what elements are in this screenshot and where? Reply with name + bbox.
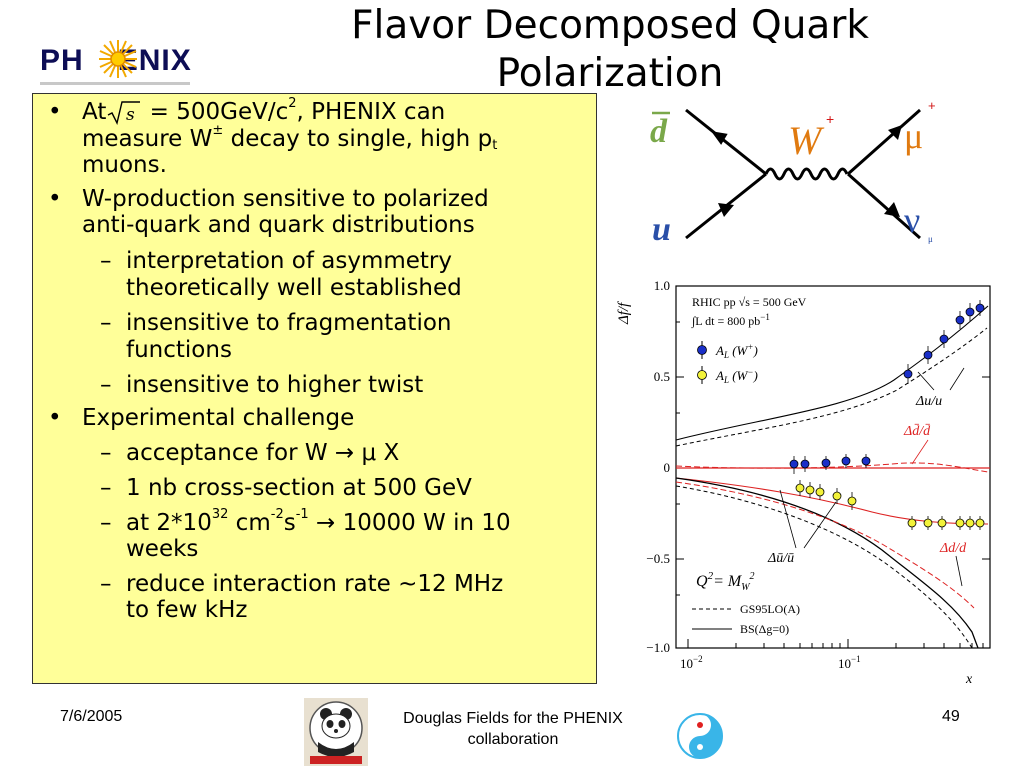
model-legend-bs: BS(Δg=0) [740,622,789,636]
annotation-delta-d-arrow [955,555,963,587]
x-axis-ticks [687,639,984,648]
page-number: 49 [942,708,960,725]
antiquark-line [685,108,767,176]
svg-text:AL (W+): AL (W+) [715,342,758,360]
x-tick-label: 10−2 [680,654,703,671]
w-boson-label: W [788,118,825,163]
sub-bullet-2-line-2: functions [126,337,232,363]
annotation-delta-u-arrow [917,371,935,391]
slide-title: Flavor Decomposed Quark Polarization [351,3,869,96]
quark-label: u [652,211,671,248]
legend-wminus: AL (W−) [697,366,758,385]
delta-dbar-red-dashed-curve [675,462,989,473]
w-boson-charge: + [826,111,834,127]
bullet-3-line-1: • Experimental challenge [48,405,355,431]
delta-d-black-dashed-curve [675,485,973,649]
neutrino-arrow [884,202,900,217]
muon-charge: + [928,98,936,113]
annotation-delta-ubar-arrow [779,489,797,549]
legend-wplus: AL (W+) [697,341,758,360]
sub-bullet-6-line-1: – at 2*1032 cm-2s-1 → 10000 W in 10 [100,507,511,536]
annotation-delta-dbar: Δd̄/d̄ [903,423,931,439]
bullet-1-line-2: measure W± decay to single, high pt [82,123,498,153]
y-tick-label: 0 [664,460,671,475]
annotation-delta-d: Δd/d [939,541,967,556]
svg-text:AL (W−): AL (W−) [715,367,758,385]
sub-bullet-7-line-2: to few kHz [126,597,248,623]
q2-label: Q2= MW2 [696,570,755,593]
sub-bullet-1-line-2: theoretically well established [126,275,462,301]
quark-arrow [718,203,734,217]
legend-lumi: ∫L dt = 800 pb−1 [691,312,770,328]
neutrino-subscript: μ [928,234,933,244]
wminus-data-points [795,480,985,530]
antiquark-label: d [650,113,668,150]
y-axis-label: Δf/f [616,301,632,325]
svg-text:s: s [126,105,135,125]
annotation-delta-u-arrow-2 [949,367,965,391]
wplus-data-points [789,300,985,474]
square-root-symbol: s [108,101,141,125]
feynman-diagram: d u W + μ + ν μ [650,98,936,248]
sub-bullet-7-line-1: – reduce interaction rate ~12 MHz [100,571,504,597]
y-tick-label: 0.5 [654,369,670,384]
sun-icon [99,40,137,78]
muon-arrow [888,125,902,140]
sub-bullet-1-line-1: – interpretation of asymmetry [100,248,452,274]
annotation-delta-u: Δu/u [915,394,942,409]
delta-u-solid-curve [675,305,989,441]
w-boson-wavy-line [764,167,849,181]
bullet-2-line-1: • W-production sensitive to polarized [48,186,489,212]
muon-line [847,108,921,176]
x-tick-label: 10−1 [838,654,861,671]
delta-u-dashed-curve [675,327,988,447]
plot-frame [675,285,991,649]
x-axis-label: x [965,672,973,687]
annotation-delta-ubar-arrow-2 [803,501,837,549]
annotation-delta-dbar-arrow [911,439,929,465]
y-tick-label: −1.0 [646,640,670,655]
delta-d-black-solid-curve [675,477,979,649]
model-legend-gs95: GS95LO(A) [740,602,800,616]
muon-label: μ [904,116,923,156]
sub-bullet-2-line-1: – insensitive to fragmentation [100,310,452,336]
bullet-1-line-3: muons. [82,152,167,178]
yin-yang-logo [677,713,723,759]
sub-bullet-4-line-1: – acceptance for W → μ X [100,440,400,466]
phenix-logo: PH ENIX [40,38,191,85]
neutrino-line [847,172,921,240]
bullet-2-line-2: anti-quark and quark distributions [82,212,475,238]
sub-bullet-6-line-2: weeks [126,536,199,562]
y-tick-label: −0.5 [646,551,670,566]
annotation-delta-ubar: Δū/ū [767,551,794,566]
neutrino-label: ν [904,200,920,240]
delta-ubar-red-curve [675,477,989,525]
footer-credit: Douglas Fields for the PHENIX collaborat… [403,710,623,748]
bullet-1-line-1: • At s = 500GeV/c2, PHENIX can [48,96,446,125]
legend-rhic: RHIC pp √s = 500 GeV [692,295,807,309]
sub-bullet-3-line-1: – insensitive to higher twist [100,372,424,398]
footer-date: 7/6/2005 [60,708,123,725]
y-tick-label: 1.0 [654,278,670,293]
bullet-textbox: • At s = 500GeV/c2, PHENIX can measure W±… [32,93,597,684]
antiquark-arrow [711,131,728,145]
panda-logo [304,698,368,766]
delta-d-red-dashed-curve [675,481,975,609]
asymmetry-plot: 1.0 0.5 0 −0.5 −1.0 10−2 10−1 x Δf/f RHI… [616,278,991,687]
sub-bullet-5-line-1: – 1 nb cross-section at 500 GeV [100,475,472,501]
logo-underline [40,82,190,85]
